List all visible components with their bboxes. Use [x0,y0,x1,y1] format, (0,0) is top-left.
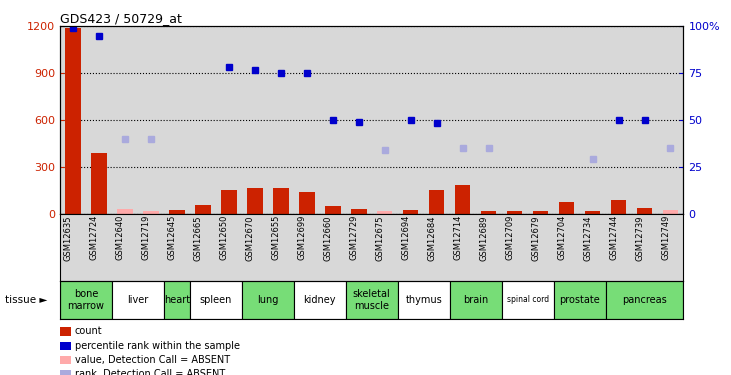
Text: GSM12724: GSM12724 [90,215,99,261]
Bar [637,208,652,214]
Text: bone
marrow: bone marrow [67,289,105,311]
Text: GSM12679: GSM12679 [531,215,541,261]
Text: thymus: thymus [405,295,442,305]
Bar [190,281,242,319]
Text: heart: heart [164,295,190,305]
Text: pancreas: pancreas [622,295,667,305]
Text: skeletal
muscle: skeletal muscle [353,289,390,311]
Bar [533,211,548,214]
Text: liver: liver [127,295,148,305]
Bar [398,281,450,319]
Bar [294,281,346,319]
Text: GSM12675: GSM12675 [376,215,385,261]
Text: GSM12645: GSM12645 [168,215,177,261]
Bar [112,281,164,319]
Text: lung: lung [257,295,279,305]
Bar [65,28,80,214]
Bar [273,188,289,214]
Text: GSM12744: GSM12744 [610,215,618,261]
Text: GSM12709: GSM12709 [506,215,515,261]
Bar [164,281,190,319]
Text: GSM12739: GSM12739 [635,215,645,261]
Text: prostate: prostate [559,295,600,305]
Text: brain: brain [463,295,488,305]
Text: GSM12699: GSM12699 [298,215,307,261]
Bar [553,281,605,319]
Text: GSM12704: GSM12704 [558,215,567,261]
Bar [377,211,393,214]
Bar [610,200,626,214]
Text: kidney: kidney [303,295,336,305]
Bar [429,189,444,214]
Text: rank, Detection Call = ABSENT: rank, Detection Call = ABSENT [75,369,225,375]
Text: GSM12684: GSM12684 [428,215,436,261]
Bar [558,202,575,214]
Bar [143,211,159,214]
Bar [117,209,133,214]
Text: tissue ►: tissue ► [5,295,48,305]
Text: GSM12670: GSM12670 [246,215,255,261]
Bar [351,209,366,214]
Bar [605,281,683,319]
Bar [60,281,112,319]
Bar [169,210,185,214]
Bar [507,211,523,214]
Text: GSM12640: GSM12640 [116,215,125,261]
Text: count: count [75,327,102,336]
Bar [481,211,496,214]
Text: percentile rank within the sample: percentile rank within the sample [75,341,240,351]
Bar [450,281,501,319]
Bar [346,281,398,319]
Text: GSM12729: GSM12729 [349,215,359,261]
Bar [455,185,471,214]
Text: spleen: spleen [200,295,232,305]
Text: GSM12694: GSM12694 [402,215,411,261]
Bar [325,206,341,214]
Text: GDS423 / 50729_at: GDS423 / 50729_at [60,12,182,25]
Bar [403,210,418,214]
Text: GSM12635: GSM12635 [64,215,73,261]
Text: GSM12660: GSM12660 [324,215,333,261]
Bar [299,192,314,214]
Text: GSM12655: GSM12655 [272,215,281,261]
Bar [663,210,678,214]
Bar [221,189,237,214]
Text: GSM12650: GSM12650 [220,215,229,261]
Text: GSM12665: GSM12665 [194,215,202,261]
Text: GSM12689: GSM12689 [480,215,488,261]
Bar [195,205,211,214]
Text: GSM12734: GSM12734 [583,215,593,261]
Bar [242,281,294,319]
Text: GSM12714: GSM12714 [454,215,463,261]
Text: value, Detection Call = ABSENT: value, Detection Call = ABSENT [75,355,230,365]
Bar [247,188,262,214]
Text: GSM12749: GSM12749 [662,215,670,261]
Bar [91,153,107,214]
Bar [501,281,553,319]
Text: spinal cord: spinal cord [507,296,549,304]
Bar [585,211,600,214]
Text: GSM12719: GSM12719 [142,215,151,261]
